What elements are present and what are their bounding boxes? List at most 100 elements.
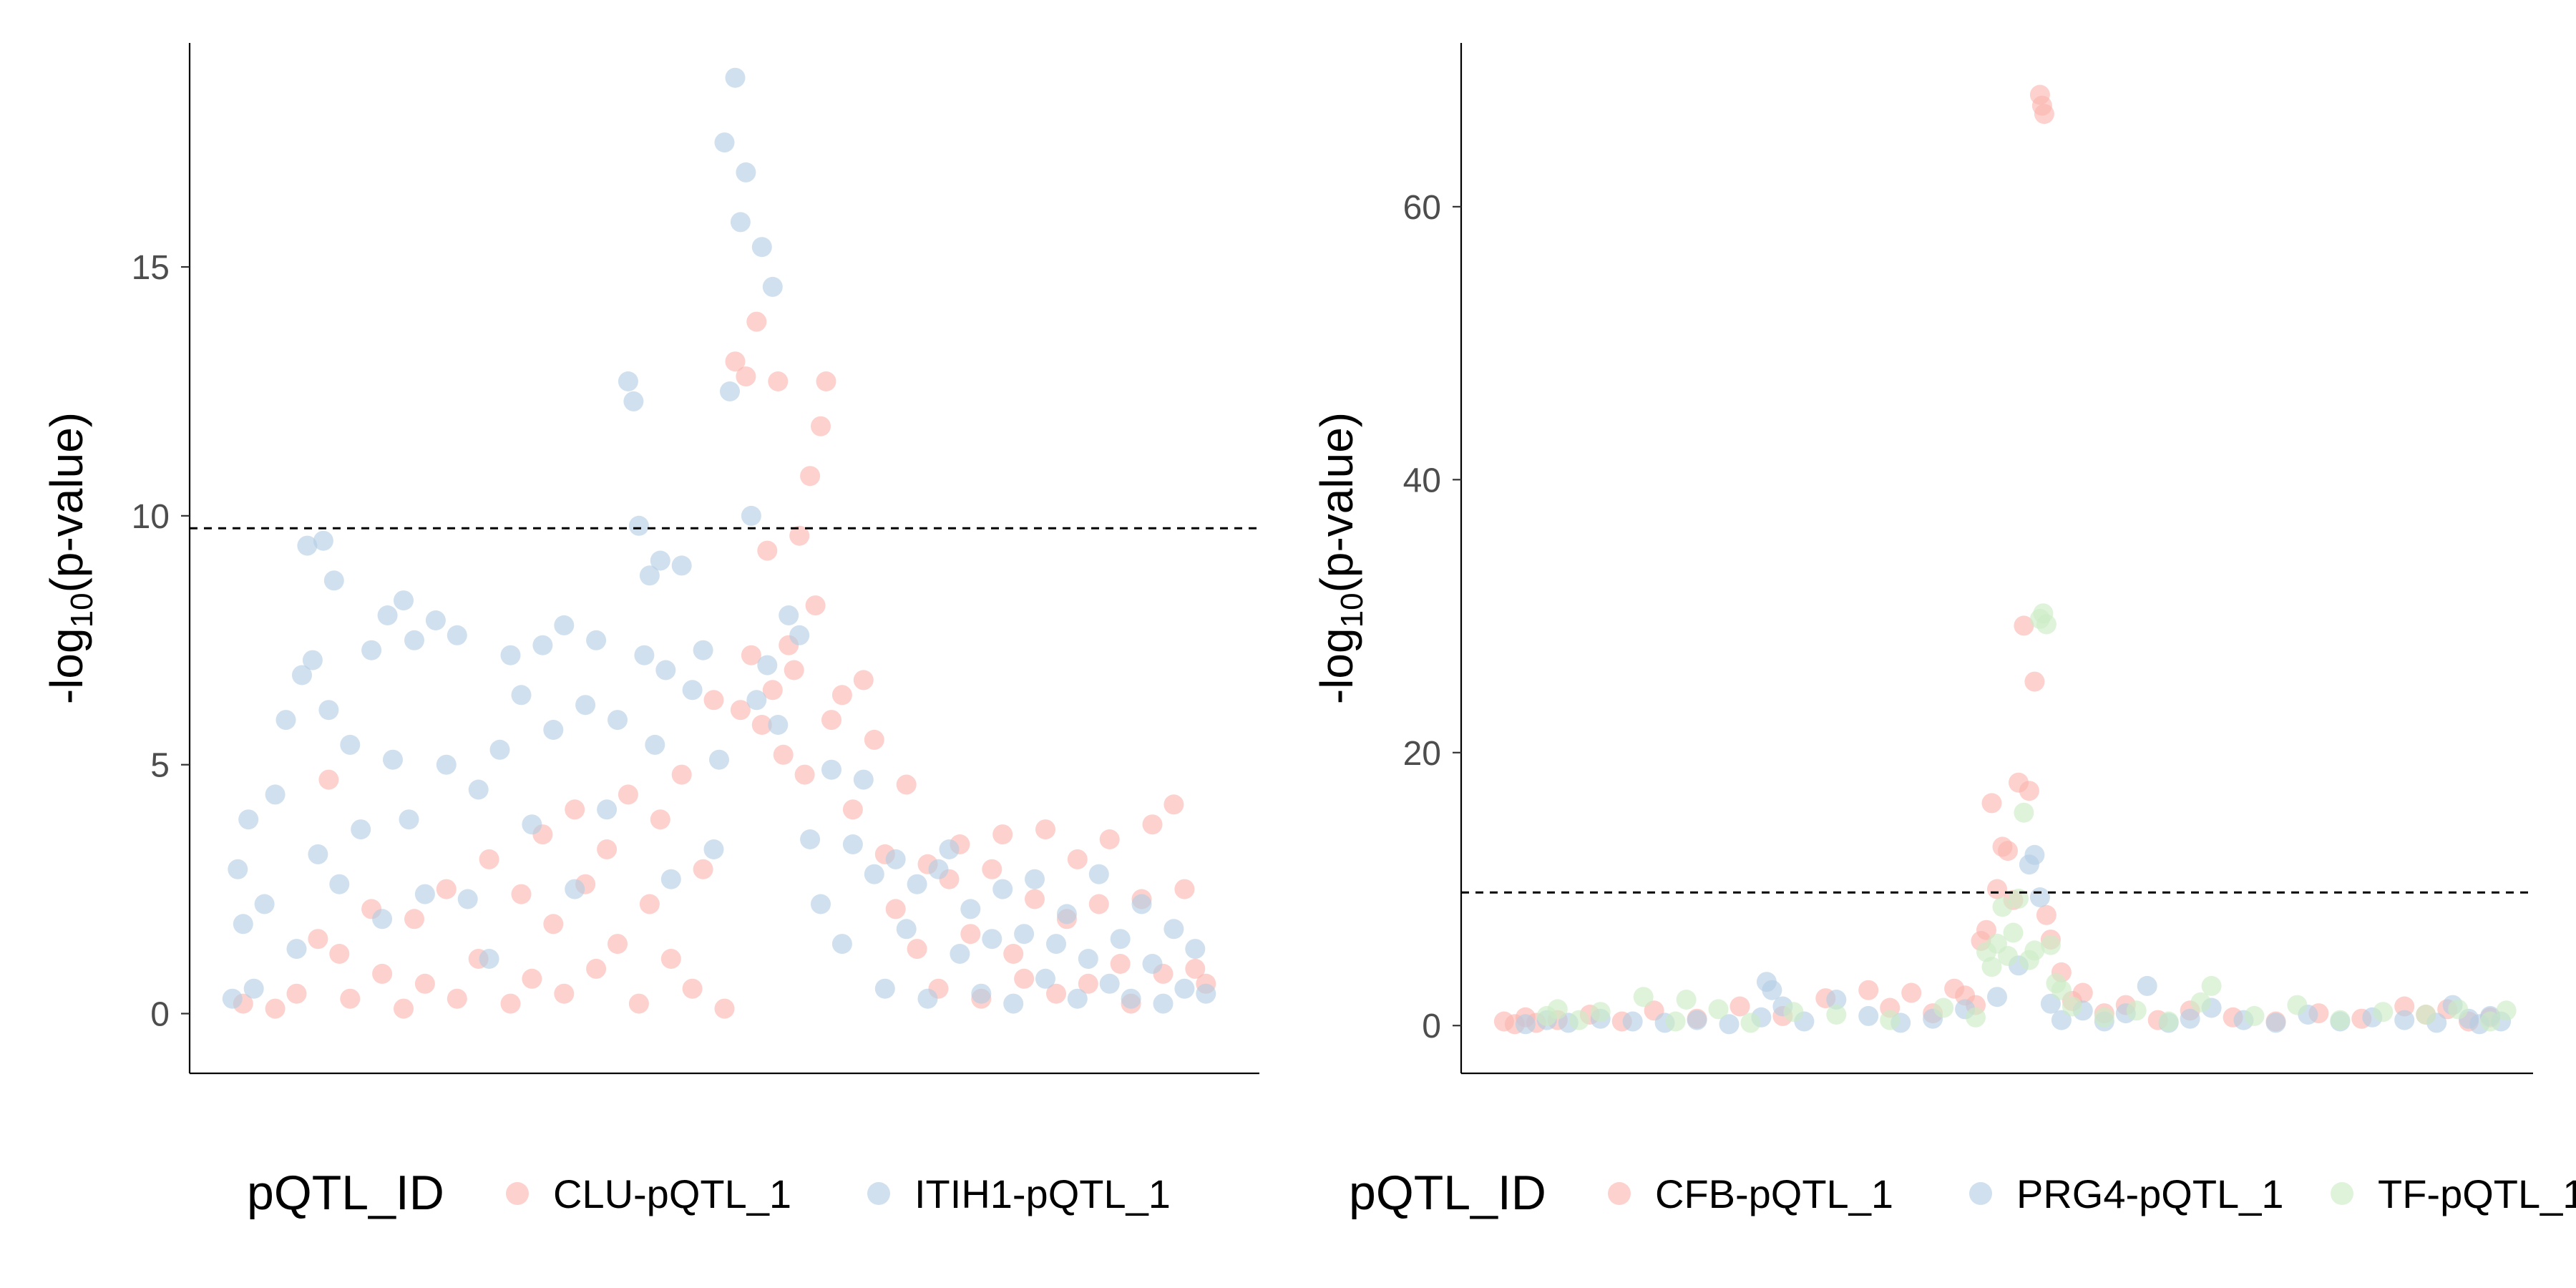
data-point <box>565 799 585 820</box>
data-point <box>457 889 478 909</box>
data-point <box>265 998 286 1019</box>
data-point <box>2003 922 2024 943</box>
data-point <box>762 680 783 701</box>
legend-title: pQTL_ID <box>247 1166 444 1220</box>
data-point <box>757 655 778 675</box>
y-tick-label: 15 <box>132 249 170 287</box>
data-point <box>1046 934 1066 955</box>
data-point <box>1783 1002 1804 1023</box>
data-point <box>479 849 499 869</box>
data-point <box>575 695 596 716</box>
legend-key <box>506 1182 529 1205</box>
data-point <box>436 879 457 899</box>
data-point <box>885 849 906 869</box>
data-point <box>1196 983 1216 1004</box>
data-point <box>693 859 713 879</box>
data-point <box>2201 975 2222 996</box>
data-point <box>1826 990 1847 1010</box>
data-point <box>2287 995 2308 1015</box>
data-point <box>1025 869 1045 889</box>
data-point <box>939 839 960 859</box>
data-point <box>618 371 638 391</box>
data-point <box>522 814 542 835</box>
y-tick-label: 60 <box>1403 189 1441 227</box>
data-point <box>811 416 831 436</box>
data-point <box>1025 889 1045 909</box>
data-point <box>447 625 467 645</box>
data-point <box>436 754 457 775</box>
data-point <box>831 685 852 706</box>
data-point <box>511 884 532 904</box>
data-point <box>2009 888 2029 909</box>
data-point <box>340 734 361 755</box>
data-point <box>746 311 767 332</box>
data-point <box>816 371 836 391</box>
data-point <box>917 988 938 1009</box>
data-point <box>725 351 746 372</box>
data-point <box>238 809 259 830</box>
data-point <box>960 899 981 919</box>
data-point <box>736 162 756 182</box>
data-point <box>874 978 895 999</box>
data-point <box>682 978 703 999</box>
data-point <box>1981 793 2002 814</box>
data-point <box>1110 954 1131 974</box>
data-point <box>789 525 810 546</box>
data-point <box>1729 996 1750 1017</box>
data-point <box>794 764 815 785</box>
panel-left: 0 5 10 15 -log10(p-value) pQTL_ID CLU-pQTL_1 IT… <box>41 43 1259 1220</box>
data-point <box>522 968 542 989</box>
data-point <box>853 670 874 691</box>
data-point <box>1003 944 1024 964</box>
data-point <box>313 530 333 551</box>
data-point <box>784 660 804 680</box>
data-point <box>414 973 435 994</box>
data-point <box>736 366 756 387</box>
data-point <box>511 685 532 706</box>
data-point <box>265 784 286 805</box>
data-point <box>907 874 927 894</box>
y-axis-title: -log10(p-value) <box>41 412 99 704</box>
data-point <box>789 625 810 645</box>
data-point <box>2034 104 2054 125</box>
data-point <box>928 859 949 879</box>
data-point <box>1719 1014 1740 1035</box>
data-point <box>1633 987 1654 1008</box>
data-point <box>377 605 398 625</box>
data-point <box>2137 975 2157 996</box>
data-point <box>842 799 863 820</box>
data-point <box>1590 1002 1611 1023</box>
data-point <box>586 630 607 650</box>
data-point <box>2496 1000 2517 1021</box>
data-point <box>960 924 981 945</box>
data-point <box>720 381 740 401</box>
data-point <box>243 978 264 999</box>
data-point <box>1131 894 1152 914</box>
data-point <box>693 640 713 660</box>
data-point <box>1687 1010 1707 1030</box>
legend-label: TF-pQTL_1 <box>2378 1171 2576 1216</box>
data-point <box>394 590 414 611</box>
data-point <box>628 515 649 536</box>
data-point <box>1901 982 1922 1003</box>
data-point <box>372 963 393 984</box>
data-point <box>730 700 751 721</box>
data-point <box>811 894 831 914</box>
data-point <box>532 635 553 655</box>
data-point <box>623 391 644 411</box>
data-point <box>1142 954 1163 974</box>
data-point <box>1078 973 1098 994</box>
data-point <box>222 988 243 1009</box>
data-point <box>1676 990 1697 1010</box>
data-point <box>1153 993 1174 1014</box>
data-point <box>1163 794 1184 815</box>
data-point <box>907 939 927 960</box>
data-point <box>762 276 783 297</box>
data-point <box>992 879 1013 899</box>
data-point <box>340 988 361 1009</box>
data-point <box>628 993 649 1014</box>
data-point <box>586 958 607 979</box>
data-point <box>714 132 735 153</box>
legend-key <box>1969 1182 1992 1205</box>
